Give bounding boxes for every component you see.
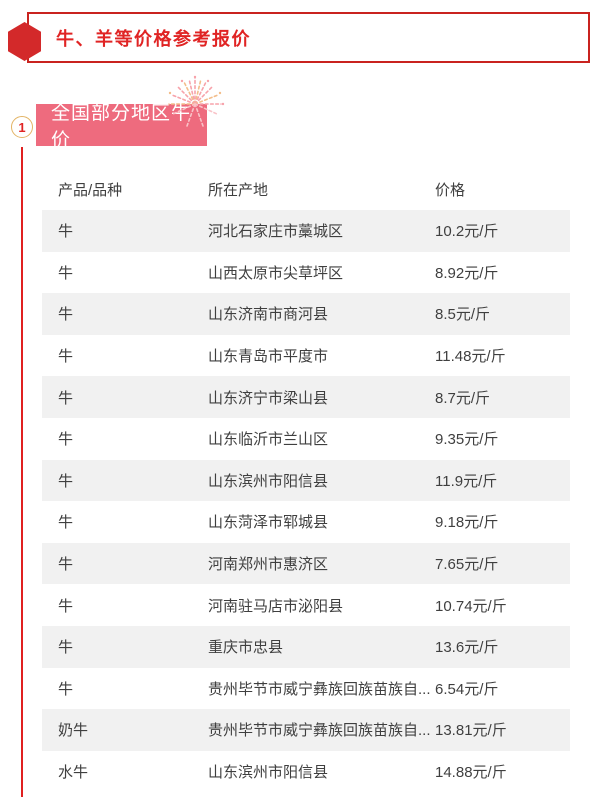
price-table: 产品/品种 所在产地 价格 牛 河北石家庄市藁城区 10.2元/斤 牛 山西太原… xyxy=(42,168,570,792)
table-row: 牛 山东临沂市兰山区 9.35元/斤 xyxy=(42,418,570,460)
cell-product: 牛 xyxy=(58,264,74,282)
cell-origin: 山东济宁市梁山县 xyxy=(208,389,329,407)
cell-origin: 贵州毕节市威宁彝族回族苗族自... xyxy=(208,680,431,698)
cell-price: 13.81元/斤 xyxy=(435,722,507,740)
table-row: 牛 山东菏泽市郓城县 9.18元/斤 xyxy=(42,501,570,543)
section-badge: 全国部分地区牛价 xyxy=(36,103,207,151)
cell-price: 6.54元/斤 xyxy=(435,680,499,698)
cell-origin: 河南驻马店市泌阳县 xyxy=(208,597,344,615)
table-row: 牛 河北石家庄市藁城区 10.2元/斤 xyxy=(42,210,570,252)
column-header-product: 产品/品种 xyxy=(58,181,123,199)
cell-origin: 贵州毕节市威宁彝族回族苗族自... xyxy=(208,722,431,740)
cell-product: 牛 xyxy=(58,597,74,615)
vertical-divider xyxy=(21,147,23,797)
cell-origin: 山东滨州市阳信县 xyxy=(208,472,329,490)
cell-product: 牛 xyxy=(58,431,74,449)
cell-product: 牛 xyxy=(58,639,74,657)
table-row: 牛 河南郑州市惠济区 7.65元/斤 xyxy=(42,542,570,585)
cell-origin: 山西太原市尖草坪区 xyxy=(208,264,344,282)
section-badge-label: 全国部分地区牛价 xyxy=(51,103,192,151)
cell-product: 牛 xyxy=(58,514,74,532)
cell-product: 牛 xyxy=(58,556,74,574)
cell-origin: 山东济南市商河县 xyxy=(208,306,329,324)
cell-product: 奶牛 xyxy=(58,722,89,740)
cell-price: 10.2元/斤 xyxy=(435,223,499,241)
title-box: 牛、羊等价格参考报价 xyxy=(27,12,590,63)
cell-origin: 河北石家庄市藁城区 xyxy=(208,223,344,241)
table-row: 牛 重庆市忠县 13.6元/斤 xyxy=(42,625,570,668)
cell-origin: 山东临沂市兰山区 xyxy=(208,431,329,449)
table-row: 奶牛 贵州毕节市威宁彝族回族苗族自... 13.81元/斤 xyxy=(42,709,570,751)
section-number-badge: 1 xyxy=(11,116,33,138)
cell-origin: 山东菏泽市郓城县 xyxy=(208,514,329,532)
cell-product: 水牛 xyxy=(58,764,89,782)
column-header-origin: 所在产地 xyxy=(208,181,269,199)
cell-price: 7.65元/斤 xyxy=(435,556,499,574)
cell-price: 9.35元/斤 xyxy=(435,431,499,449)
table-row: 牛 山东滨州市阳信县 11.9元/斤 xyxy=(42,459,570,502)
table-row: 牛 山东济南市商河县 8.5元/斤 xyxy=(42,293,570,335)
cell-price: 10.74元/斤 xyxy=(435,597,507,615)
cell-product: 牛 xyxy=(58,389,74,407)
cell-origin: 重庆市忠县 xyxy=(208,639,284,657)
cell-origin: 河南郑州市惠济区 xyxy=(208,556,329,574)
table-row: 牛 河南驻马店市泌阳县 10.74元/斤 xyxy=(42,584,570,626)
table-header-row: 产品/品种 所在产地 价格 xyxy=(42,168,570,210)
cell-price: 8.92元/斤 xyxy=(435,264,499,282)
cell-price: 8.5元/斤 xyxy=(435,306,491,324)
cell-price: 11.9元/斤 xyxy=(435,472,498,490)
cell-origin: 山东青岛市平度市 xyxy=(208,348,329,366)
cell-product: 牛 xyxy=(58,472,74,490)
table-row: 牛 山东济宁市梁山县 8.7元/斤 xyxy=(42,376,570,418)
table-row: 牛 贵州毕节市威宁彝族回族苗族自... 6.54元/斤 xyxy=(42,668,570,710)
column-header-price: 价格 xyxy=(435,181,466,199)
cell-price: 9.18元/斤 xyxy=(435,514,499,532)
price-table-body: 牛 河北石家庄市藁城区 10.2元/斤 牛 山西太原市尖草坪区 8.92元/斤 … xyxy=(42,210,570,792)
hexagon-icon xyxy=(8,22,41,61)
cell-product: 牛 xyxy=(58,680,74,698)
table-row: 牛 山西太原市尖草坪区 8.92元/斤 xyxy=(42,252,570,294)
cell-product: 牛 xyxy=(58,306,74,324)
page-title: 牛、羊等价格参考报价 xyxy=(56,28,251,49)
cell-price: 11.48元/斤 xyxy=(435,348,506,366)
cell-price: 8.7元/斤 xyxy=(435,389,491,407)
cell-price: 14.88元/斤 xyxy=(435,764,507,782)
cell-price: 13.6元/斤 xyxy=(435,639,499,657)
cell-product: 牛 xyxy=(58,223,74,241)
cell-origin: 山东滨州市阳信县 xyxy=(208,764,329,782)
table-row: 牛 山东青岛市平度市 11.48元/斤 xyxy=(42,335,570,377)
cell-product: 牛 xyxy=(58,348,74,366)
table-row: 水牛 山东滨州市阳信县 14.88元/斤 xyxy=(42,751,570,793)
